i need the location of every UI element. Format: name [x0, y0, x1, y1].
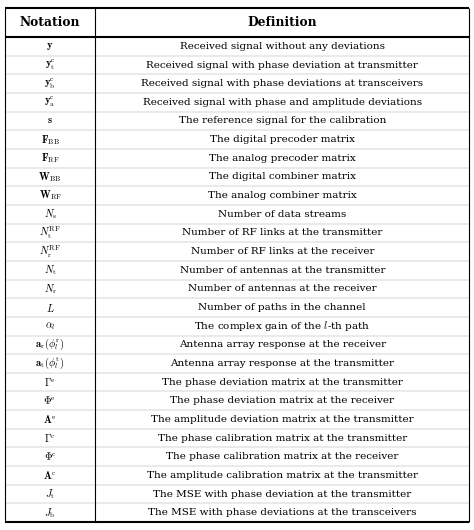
- Text: The phase deviation matrix at the receiver: The phase deviation matrix at the receiv…: [170, 396, 394, 405]
- Text: $\mathbf{a}_{\mathrm{t}}(\phi_{l}^{\mathrm{t}})$: $\mathbf{a}_{\mathrm{t}}(\phi_{l}^{\math…: [36, 356, 64, 371]
- Text: The MSE with phase deviations at the transceivers: The MSE with phase deviations at the tra…: [148, 508, 417, 517]
- Text: Received signal with phase deviation at transmitter: Received signal with phase deviation at …: [146, 60, 418, 69]
- Text: Number of paths in the channel: Number of paths in the channel: [199, 303, 366, 312]
- Text: $\mathbf{y}_{\mathrm{a}}^{\mathrm{c}}$: $\mathbf{y}_{\mathrm{a}}^{\mathrm{c}}$: [44, 95, 56, 109]
- Text: The amplitude calibration matrix at the transmitter: The amplitude calibration matrix at the …: [147, 471, 418, 480]
- Text: The MSE with phase deviation at the transmitter: The MSE with phase deviation at the tran…: [153, 490, 411, 499]
- Text: Number of RF links at the transmitter: Number of RF links at the transmitter: [182, 228, 383, 237]
- Text: $\mathbf{y}_{\mathrm{b}}^{\mathrm{c}}$: $\mathbf{y}_{\mathrm{b}}^{\mathrm{c}}$: [44, 76, 56, 91]
- Text: Number of data streams: Number of data streams: [218, 210, 346, 219]
- Text: $\boldsymbol{\Phi}^{\mathrm{e}}$: $\boldsymbol{\Phi}^{\mathrm{e}}$: [44, 395, 56, 407]
- Text: $\mathbf{W}_{\mathrm{BB}}$: $\mathbf{W}_{\mathrm{BB}}$: [38, 170, 62, 184]
- Text: The analog combiner matrix: The analog combiner matrix: [208, 191, 356, 200]
- Text: Antenna array response at the transmitter: Antenna array response at the transmitte…: [170, 359, 394, 368]
- Text: $L$: $L$: [46, 302, 55, 314]
- Text: Number of antennas at the transmitter: Number of antennas at the transmitter: [180, 266, 385, 275]
- Text: Received signal with phase deviations at transceivers: Received signal with phase deviations at…: [141, 79, 423, 88]
- Text: $\mathbf{y}$: $\mathbf{y}$: [46, 41, 54, 52]
- Text: The amplitude deviation matrix at the transmitter: The amplitude deviation matrix at the tr…: [151, 415, 414, 424]
- Text: $\boldsymbol{\Phi}^{\mathrm{c}}$: $\boldsymbol{\Phi}^{\mathrm{c}}$: [44, 451, 56, 463]
- Text: $\boldsymbol{\Gamma}^{\mathrm{e}}$: $\boldsymbol{\Gamma}^{\mathrm{e}}$: [44, 376, 56, 388]
- Text: Number of RF links at the receiver: Number of RF links at the receiver: [191, 247, 374, 256]
- Text: The phase calibration matrix at the transmitter: The phase calibration matrix at the tran…: [158, 434, 407, 443]
- Text: $\boldsymbol{\Gamma}^{\mathrm{c}}$: $\boldsymbol{\Gamma}^{\mathrm{c}}$: [44, 432, 56, 444]
- Text: Definition: Definition: [247, 16, 317, 29]
- Text: $N_{\mathrm{s}}$: $N_{\mathrm{s}}$: [44, 207, 56, 221]
- Text: The digital combiner matrix: The digital combiner matrix: [209, 172, 356, 181]
- Text: $N_{\mathrm{t}}$: $N_{\mathrm{t}}$: [44, 263, 56, 277]
- Text: $J_{\mathrm{b}}$: $J_{\mathrm{b}}$: [44, 506, 56, 519]
- Text: $\mathbf{F}_{\mathrm{RF}}$: $\mathbf{F}_{\mathrm{RF}}$: [41, 152, 59, 165]
- Text: $N_{\mathrm{r}}$: $N_{\mathrm{r}}$: [44, 282, 56, 296]
- Text: $\mathbf{y}_{\mathrm{t}}^{\mathrm{c}}$: $\mathbf{y}_{\mathrm{t}}^{\mathrm{c}}$: [45, 58, 55, 72]
- Text: $\mathbf{a}_{\mathrm{r}}(\phi_{l}^{\mathrm{r}})$: $\mathbf{a}_{\mathrm{r}}(\phi_{l}^{\math…: [36, 337, 64, 352]
- Text: $\mathbf{s}$: $\mathbf{s}$: [47, 117, 53, 126]
- Text: $\mathbf{A}^{\mathrm{e}}$: $\mathbf{A}^{\mathrm{e}}$: [43, 413, 57, 426]
- Text: Number of antennas at the receiver: Number of antennas at the receiver: [188, 285, 377, 294]
- Text: Received signal without any deviations: Received signal without any deviations: [180, 42, 385, 51]
- Text: The phase calibration matrix at the receiver: The phase calibration matrix at the rece…: [166, 452, 399, 461]
- Text: $\alpha_{l}$: $\alpha_{l}$: [45, 320, 55, 332]
- Text: $J_{\mathrm{t}}$: $J_{\mathrm{t}}$: [45, 487, 55, 501]
- Text: $\mathbf{W}_{\mathrm{RF}}$: $\mathbf{W}_{\mathrm{RF}}$: [38, 189, 62, 202]
- Text: $\mathbf{F}_{\mathrm{BB}}$: $\mathbf{F}_{\mathrm{BB}}$: [41, 132, 59, 146]
- Text: The digital precoder matrix: The digital precoder matrix: [210, 135, 355, 144]
- Text: Notation: Notation: [20, 16, 80, 29]
- Text: Received signal with phase and amplitude deviations: Received signal with phase and amplitude…: [143, 98, 422, 107]
- Text: $N_{\mathrm{r}}^{\mathrm{RF}}$: $N_{\mathrm{r}}^{\mathrm{RF}}$: [39, 243, 61, 260]
- Text: The reference signal for the calibration: The reference signal for the calibration: [179, 117, 386, 126]
- Text: $\mathbf{A}^{\mathrm{c}}$: $\mathbf{A}^{\mathrm{c}}$: [43, 470, 57, 481]
- Text: $N_{\mathrm{t}}^{\mathrm{RF}}$: $N_{\mathrm{t}}^{\mathrm{RF}}$: [39, 225, 61, 241]
- Text: The analog precoder matrix: The analog precoder matrix: [209, 154, 356, 163]
- Text: The complex gain of the $l$-th path: The complex gain of the $l$-th path: [194, 319, 370, 333]
- Text: Antenna array response at the receiver: Antenna array response at the receiver: [179, 340, 386, 349]
- Text: The phase deviation matrix at the transmitter: The phase deviation matrix at the transm…: [162, 378, 403, 387]
